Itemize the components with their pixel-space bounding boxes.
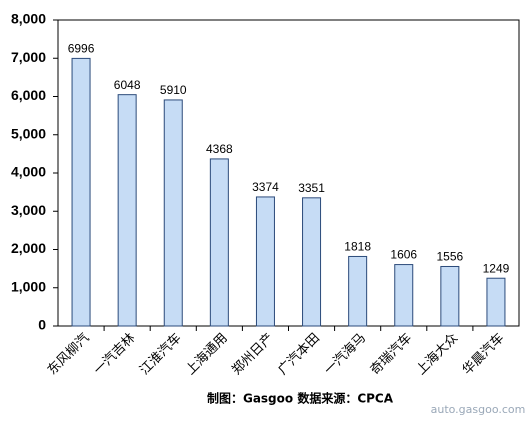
value-label: 3374 bbox=[252, 180, 279, 194]
y-tick-label: 1,000 bbox=[11, 278, 46, 294]
bar bbox=[348, 255, 368, 327]
bar bbox=[71, 57, 91, 327]
value-label: 6996 bbox=[68, 42, 95, 56]
y-tick-label: 2,000 bbox=[11, 240, 46, 256]
y-tick-label: 5,000 bbox=[11, 125, 46, 141]
bar bbox=[394, 264, 414, 327]
value-label: 5910 bbox=[160, 83, 187, 97]
bar bbox=[302, 197, 322, 327]
watermark: auto.gasgoo.com bbox=[431, 403, 526, 416]
bar bbox=[163, 99, 183, 327]
value-label: 4368 bbox=[206, 142, 233, 156]
y-tick-label: 4,000 bbox=[11, 164, 46, 180]
x-tick-label: 华晨汽车 bbox=[459, 330, 507, 378]
x-tick-label: 上海通用 bbox=[183, 331, 230, 378]
value-label: 1606 bbox=[390, 248, 417, 262]
source-note: 制图：Gasgoo 数据来源：CPCA bbox=[207, 391, 394, 406]
value-label: 3351 bbox=[298, 181, 325, 195]
y-tick-label: 6,000 bbox=[11, 87, 46, 103]
y-tick-label: 0 bbox=[38, 317, 46, 333]
bar bbox=[255, 196, 275, 327]
y-tick-label: 7,000 bbox=[11, 49, 46, 65]
x-tick-label: 一汽吉林 bbox=[91, 331, 138, 378]
x-tick-label: 江淮汽车 bbox=[136, 330, 184, 378]
x-tick-label: 上海大众 bbox=[414, 331, 461, 378]
bar bbox=[117, 94, 137, 327]
bar bbox=[440, 265, 460, 327]
x-tick-label: 郑州日产 bbox=[229, 331, 276, 378]
value-label: 1818 bbox=[344, 240, 371, 254]
bar bbox=[486, 277, 506, 327]
x-tick-label: 奇瑞汽车 bbox=[367, 330, 415, 378]
x-tick-label: 东风柳汽 bbox=[45, 331, 92, 378]
y-tick-label: 8,000 bbox=[11, 11, 46, 27]
y-tick-label: 3,000 bbox=[11, 202, 46, 218]
x-tick-label: 广汽本田 bbox=[275, 331, 322, 378]
bar bbox=[209, 158, 229, 327]
value-label: 1249 bbox=[483, 261, 510, 275]
x-tick-label: 一汽海马 bbox=[322, 331, 369, 378]
value-label: 6048 bbox=[114, 78, 141, 92]
value-label: 1556 bbox=[436, 250, 463, 264]
